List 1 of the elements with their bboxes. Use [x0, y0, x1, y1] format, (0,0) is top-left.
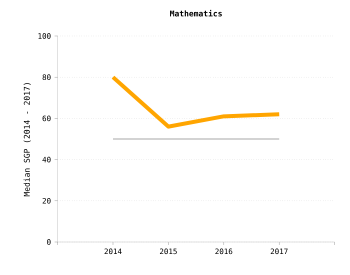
- line-series: [111, 75, 282, 129]
